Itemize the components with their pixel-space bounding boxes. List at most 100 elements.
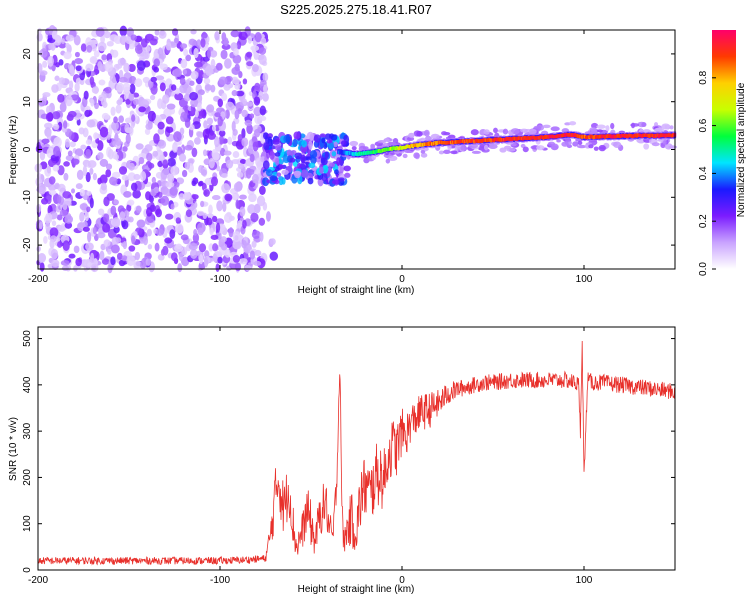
noise-blob	[39, 262, 45, 272]
noise-blob	[198, 243, 207, 253]
noise-blob	[41, 198, 49, 205]
halo-blob	[576, 144, 587, 149]
noise-blob	[221, 183, 230, 194]
halo-blob	[654, 122, 659, 127]
noise-blob	[109, 34, 119, 43]
noise-blob	[188, 80, 195, 86]
noise-blob	[57, 183, 66, 193]
noise-blob	[42, 60, 48, 68]
noise-blob	[214, 136, 220, 148]
spectrogram-y-tick-label: 20	[22, 48, 33, 60]
transition-blob	[278, 178, 284, 186]
noise-blob	[68, 253, 76, 259]
halo-blob	[661, 123, 671, 130]
noise-blob	[191, 180, 197, 187]
noise-blob	[111, 77, 117, 84]
halo-blob	[387, 155, 398, 162]
halo-blob	[483, 129, 490, 135]
transition-blob	[265, 169, 273, 177]
noise-blob	[132, 189, 141, 199]
noise-blob	[98, 79, 106, 86]
halo-blob	[522, 146, 529, 153]
noise-blob	[89, 197, 94, 209]
noise-blob	[59, 102, 67, 113]
noise-blob	[224, 58, 232, 69]
halo-blob	[542, 124, 551, 129]
noise-blob	[139, 261, 147, 270]
noise-blob	[100, 182, 107, 191]
noise-blob	[215, 222, 221, 233]
noise-blob	[232, 54, 242, 64]
noise-blob	[101, 54, 107, 61]
noise-blob	[242, 219, 247, 229]
noise-blob	[56, 214, 63, 221]
noise-blob	[85, 148, 92, 159]
noise-blob	[124, 127, 133, 134]
noise-blob	[102, 223, 111, 233]
noise-blob	[138, 106, 146, 113]
noise-blob	[197, 102, 202, 112]
noise-blob	[104, 61, 113, 73]
noise-blob	[191, 147, 198, 158]
noise-blob	[202, 149, 208, 157]
noise-blob	[77, 222, 85, 228]
noise-blob	[258, 185, 266, 195]
noise-blob	[54, 182, 60, 189]
halo-blob	[502, 128, 509, 135]
noise-blob	[246, 51, 253, 58]
noise-blob	[212, 243, 219, 252]
noise-blob	[251, 173, 259, 184]
noise-blob	[85, 63, 94, 72]
noise-blob	[48, 183, 57, 192]
noise-blob	[216, 165, 221, 172]
halo-blob	[547, 141, 556, 147]
noise-blob	[197, 210, 205, 216]
snr-x-tick-label: -200	[28, 575, 48, 586]
noise-blob	[256, 195, 266, 207]
noise-blob	[117, 205, 125, 214]
noise-blob	[259, 115, 267, 122]
noise-blob	[177, 263, 183, 273]
noise-blob	[193, 228, 198, 236]
noise-blob	[159, 82, 166, 92]
noise-blob	[115, 237, 122, 243]
snr-x-label: Height of straight line (km)	[298, 584, 415, 595]
transition-blob	[267, 136, 273, 147]
noise-blob	[247, 204, 256, 215]
noise-blob	[145, 191, 151, 201]
noise-blob	[173, 131, 182, 142]
noise-blob	[232, 151, 240, 158]
noise-blob	[105, 169, 112, 178]
noise-blob	[252, 63, 259, 73]
noise-blob	[109, 176, 118, 186]
noise-blob	[117, 57, 127, 66]
noise-blob	[136, 60, 146, 71]
noise-blob	[172, 142, 178, 153]
noise-blob	[118, 115, 124, 123]
noise-blob	[138, 156, 145, 165]
noise-blob	[201, 32, 208, 39]
colorbar-tick-label: 0.8	[698, 70, 709, 84]
noise-blob	[97, 61, 103, 71]
noise-blob	[142, 76, 150, 84]
noise-blob	[200, 200, 205, 208]
noise-blob	[103, 213, 110, 223]
noise-blob	[45, 221, 51, 232]
noise-blob	[218, 76, 228, 85]
transition-blob	[324, 151, 329, 160]
transition-blob	[269, 150, 275, 160]
transition-blob	[319, 166, 324, 174]
noise-blob	[75, 65, 82, 72]
noise-blob	[125, 133, 131, 145]
noise-blob	[136, 219, 146, 228]
noise-blob	[93, 50, 100, 58]
noise-blob	[251, 240, 257, 248]
noise-blob	[131, 235, 136, 245]
noise-blob	[79, 211, 85, 222]
spectrogram-y-tick-label: 10	[22, 96, 33, 108]
noise-blob	[97, 152, 104, 160]
noise-blob	[155, 75, 165, 81]
noise-blob	[129, 75, 137, 85]
noise-blob	[51, 30, 58, 40]
halo-blob	[385, 158, 391, 164]
